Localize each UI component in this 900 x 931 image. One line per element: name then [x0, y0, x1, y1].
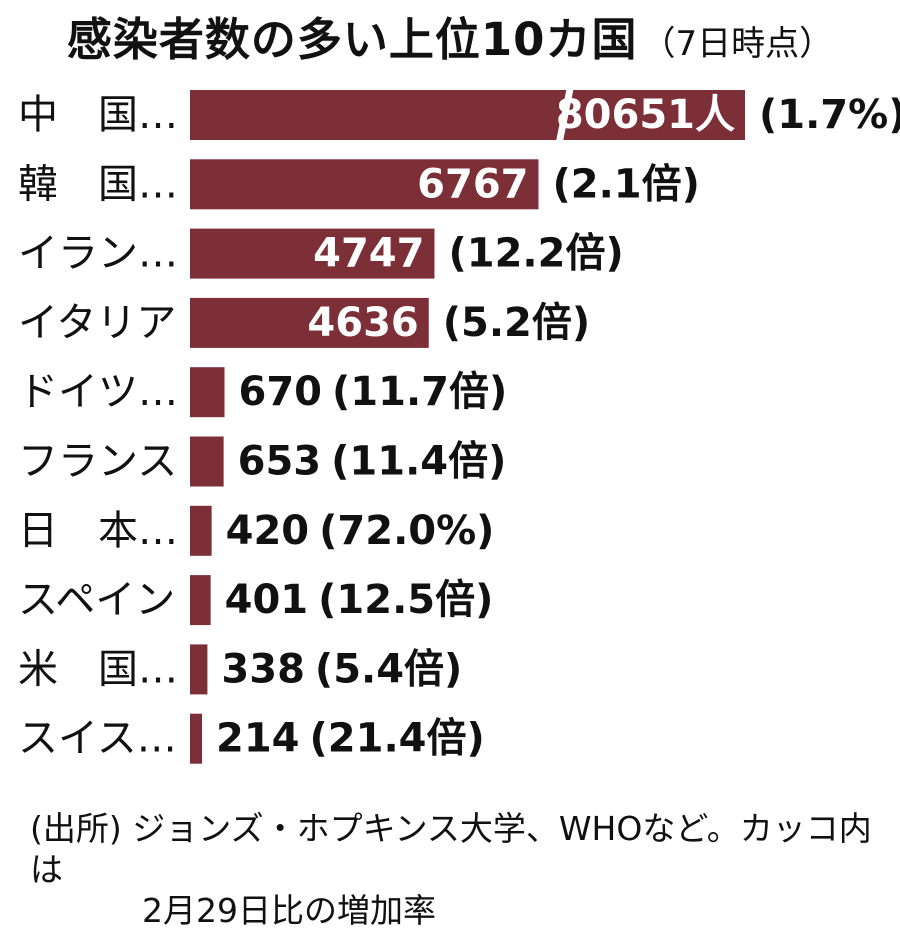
change-label: (12.2倍) [448, 231, 623, 277]
value-label: 4636 [307, 300, 418, 346]
bar [190, 575, 211, 626]
country-label: 韓 国… [18, 161, 178, 207]
country-label: イラン… [18, 231, 178, 277]
bar [190, 90, 745, 140]
country-label: スペイン [18, 577, 175, 623]
country-label: 中 国… [18, 92, 178, 138]
change-label: (11.7倍) [332, 369, 507, 415]
country-label: 日 本… [18, 508, 178, 554]
country-label: ドイツ… [18, 369, 178, 415]
value-label: 653 [238, 439, 322, 485]
bar [190, 297, 429, 348]
bar [190, 367, 225, 418]
country-label: 米 国… [18, 646, 178, 692]
country-label: フランス [18, 439, 177, 485]
chart-title-block: 感染者数の多い上位10カ国 （7日時点） [0, 10, 900, 80]
value-label: 420 [226, 508, 310, 554]
bar [190, 436, 224, 487]
value-label: 401 [225, 577, 308, 623]
value-label: 6767 [417, 161, 528, 207]
value-label: 670 [239, 369, 323, 415]
axis-break-mark [556, 90, 574, 140]
bar [190, 228, 435, 279]
value-label: 214 [216, 716, 300, 762]
source-note-line-2: 2月29日比の増加率 [142, 891, 436, 930]
bar [190, 644, 208, 695]
change-label: (11.4倍) [331, 439, 506, 485]
bar [190, 505, 212, 556]
change-label: (5.2倍) [443, 300, 590, 346]
bar [190, 713, 202, 764]
source-note: (出所) ジョンズ・ホプキンス大学、WHOなど。カッコ内は 2月29日比の増加率 [30, 808, 880, 931]
change-label: (72.0%) [319, 508, 494, 554]
value-label: 80651人 [556, 92, 735, 138]
source-note-line-1: (出所) ジョンズ・ホプキンス大学、WHOなど。カッコ内は [30, 809, 872, 889]
country-label: イタリア [18, 300, 176, 346]
value-label: 4747 [313, 231, 424, 277]
chart-title: 感染者数の多い上位10カ国 [66, 13, 638, 66]
change-label: (21.4倍) [310, 716, 485, 762]
change-label: (12.5倍) [318, 577, 493, 623]
chart-subtitle: （7日時点） [641, 24, 834, 64]
bar [190, 159, 539, 210]
value-label: 338 [221, 646, 304, 692]
change-label: (5.4倍) [315, 646, 462, 692]
country-label: スイス… [18, 716, 177, 762]
change-label: (1.7%) [759, 92, 900, 138]
bar-chart: 中 国… 80651人 (1.7%) 韓 国… 6767 (2.1倍) イラン… 4747 (1… [18, 90, 900, 764]
change-label: (2.1倍) [553, 161, 700, 207]
